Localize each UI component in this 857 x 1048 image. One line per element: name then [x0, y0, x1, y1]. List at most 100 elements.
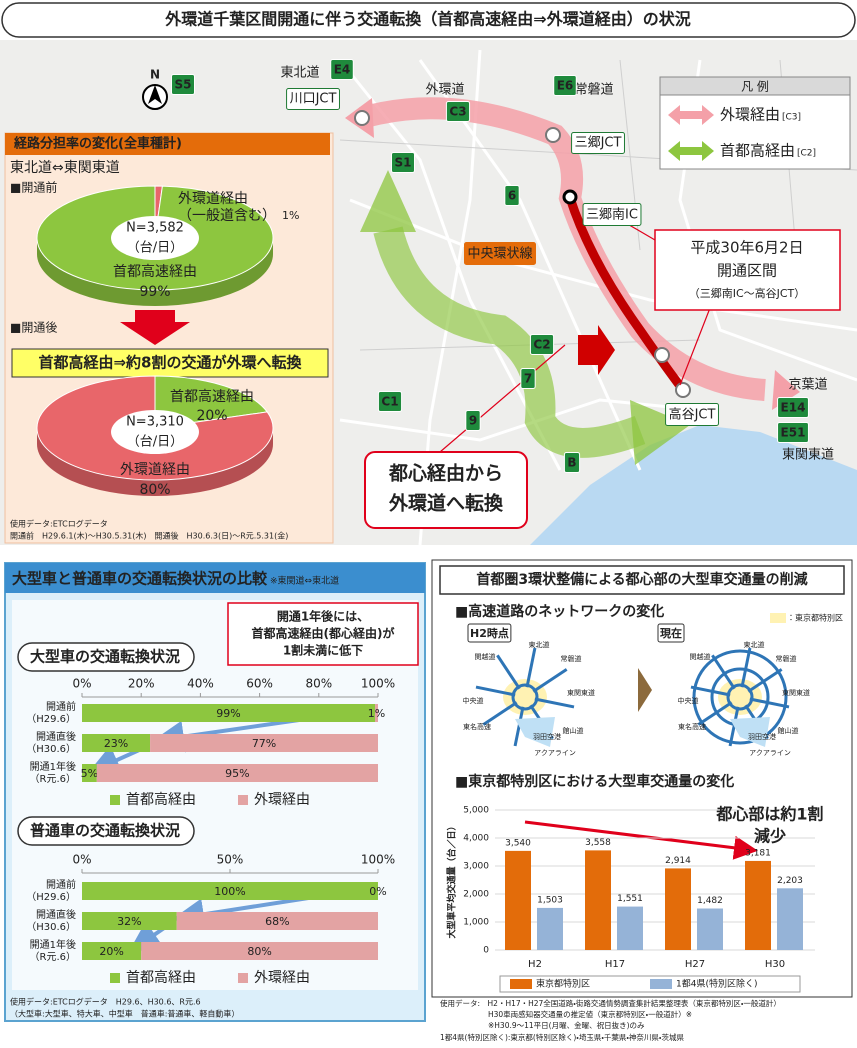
bar-value-label: 80% — [247, 945, 271, 958]
y-tick-label: 開通前（H29.6） — [26, 700, 76, 725]
bar-value-label: 0% — [369, 885, 386, 898]
bar-value-label: 99% — [216, 707, 240, 720]
opened-section — [565, 196, 687, 393]
network-spoke — [513, 706, 525, 747]
x-tick-label: 40% — [187, 677, 214, 691]
network-label: 館山道 — [778, 726, 799, 735]
compass-label: N — [150, 68, 160, 82]
annotation: 都心部は約1割 — [715, 805, 823, 824]
x-tick-label: H2 — [528, 959, 542, 970]
share-banner: 首都高経由⇒約8割の交通が外環へ転換 — [38, 354, 302, 372]
bar-segment — [141, 942, 378, 960]
pie-slice — [36, 375, 274, 481]
section-heading: ■高速道路のネットワークの変化 — [455, 603, 664, 620]
route-number: 7 — [524, 372, 532, 386]
network-label: 東北道 — [744, 640, 765, 649]
bar-value-label: 1,482 — [697, 896, 723, 906]
y-tick-label: 開通1年後（R元.6） — [30, 760, 77, 785]
callout-text: 首都高速経由(都心経由)が — [252, 626, 395, 641]
y-tick-label: 開通前（H29.6） — [26, 878, 76, 903]
route-number-box — [465, 410, 481, 431]
bar — [617, 906, 643, 950]
pie-side — [37, 238, 273, 306]
route-number-box — [563, 452, 581, 473]
share-before: ■開通前 — [10, 180, 57, 195]
bar-value-label: 95% — [225, 767, 249, 780]
callout-text: 1割未満に低下 — [283, 643, 363, 658]
bar-value-label: 3,181 — [745, 848, 771, 858]
bay — [515, 717, 555, 747]
y-tick-label: 4,000 — [463, 834, 489, 844]
legend-swatch — [650, 979, 672, 989]
sea — [530, 425, 857, 545]
chart-title-box — [17, 816, 195, 846]
network-spoke — [711, 654, 736, 690]
network-ring — [511, 683, 539, 711]
x-tick-label: 0% — [72, 677, 91, 691]
bar-segment — [82, 704, 376, 722]
pie-value-label: 80% — [139, 482, 170, 498]
pie-slice — [154, 375, 269, 429]
bar-segment — [176, 912, 378, 930]
route-number: C1 — [381, 395, 398, 409]
pie-value-label: 99% — [139, 284, 170, 300]
map-label: 高谷JCT — [669, 407, 716, 423]
legend-swatch — [238, 973, 248, 983]
bar-value-label: 2,914 — [665, 856, 691, 866]
network-spoke — [525, 647, 537, 688]
route-arrowhead — [360, 170, 416, 232]
share-route: 東北道⇔東関東道 — [10, 160, 120, 176]
network-spoke — [690, 685, 731, 697]
pie-total: N=3,310 — [126, 415, 184, 430]
map-label: 京葉道 — [788, 378, 827, 393]
map-label: 川口JCT — [290, 92, 337, 107]
route-number-box — [529, 334, 555, 355]
map-label: 東関東道 — [782, 447, 834, 463]
pie-unit: （台/日） — [127, 434, 183, 450]
conversion-note: （大型車:大型車、特大車、中型車 普通車:普通車、軽自動車） — [10, 1009, 239, 1019]
compass-needle — [148, 85, 162, 104]
reduction-note: ※H30.9～11平日(月曜、金曜、祝日抜き)のみ — [488, 1020, 645, 1030]
pie-unit: （台/日） — [127, 240, 183, 256]
legend-label: 首都高経由 — [126, 969, 196, 986]
pie-center — [111, 410, 199, 454]
network-caption: 現在 — [660, 626, 682, 640]
network-caption-box — [657, 623, 685, 643]
route-number-box — [520, 368, 536, 389]
route-number-box — [504, 185, 520, 206]
callout-text: 開通1年後には、 — [277, 609, 369, 624]
network-label: 東名高速 — [463, 722, 491, 731]
x-tick-label: 20% — [128, 677, 155, 691]
network-ring — [726, 683, 754, 711]
bar-value-label: 77% — [252, 737, 276, 750]
network-spoke — [475, 685, 516, 697]
legend-arrow — [668, 105, 714, 125]
bay — [730, 717, 770, 747]
route-number: E6 — [557, 79, 574, 93]
network-spoke — [740, 647, 752, 688]
share-note: 開通前 H29.6.1(木)～H30.5.31(木) 開通後 H30.6.3(日… — [10, 531, 288, 541]
opening-text: 開通区間 — [717, 262, 777, 280]
section-heading: ■東京都特別区における大型車交通量の変化 — [455, 773, 734, 790]
pie-side-shade — [37, 428, 273, 496]
legend-label: 外環経由 — [254, 792, 310, 808]
bar-value-label: 20% — [99, 945, 123, 958]
route-number-box — [330, 59, 354, 80]
x-tick-label: 50% — [217, 853, 244, 867]
network-label: 常磐道 — [776, 654, 797, 663]
conversion-note: 使用データ:ETCログデータ H29.6、H30.6、R元.6 — [10, 997, 201, 1007]
chart-title: 普通車の交通転換状況 — [30, 822, 180, 840]
legend-label: 首都高経由 — [720, 142, 795, 160]
bar-value-label: 32% — [117, 915, 141, 928]
network-spoke — [747, 668, 783, 693]
chart-title: 大型車の交通転換状況 — [30, 648, 180, 666]
interchange — [562, 189, 578, 205]
network-label: アクアライン — [534, 749, 576, 757]
network-label: 東北道 — [529, 640, 550, 649]
junctions — [354, 110, 691, 398]
legend-label: 外環経由 — [720, 106, 780, 124]
map-label: 中央環状線 — [467, 246, 532, 262]
shift-text: 外環道へ転換 — [388, 492, 504, 515]
reduction-arrow — [524, 820, 758, 860]
bar-value-label: 1,503 — [537, 895, 563, 905]
